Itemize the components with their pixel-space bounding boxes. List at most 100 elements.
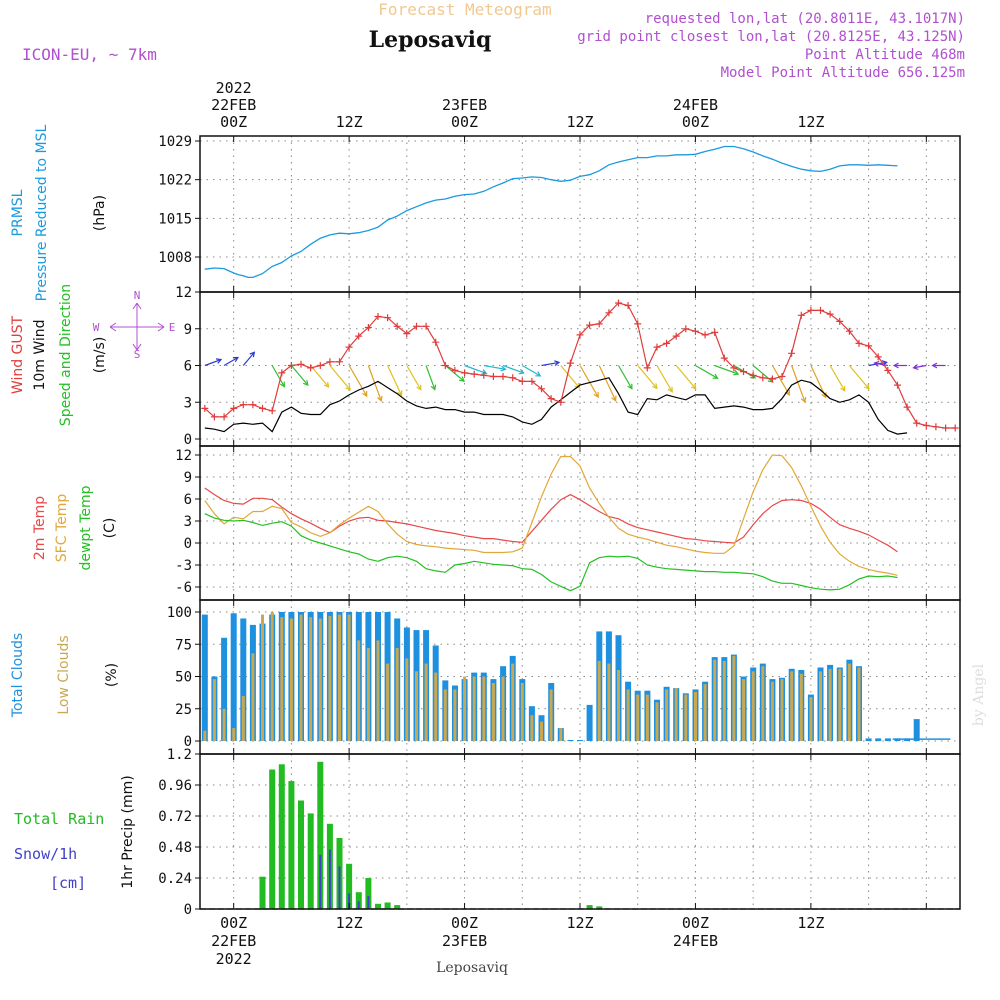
watermark: by Angel	[971, 663, 987, 726]
wind-arrow	[912, 364, 927, 370]
wind-gust-marker	[210, 413, 218, 421]
rain-bar	[586, 905, 593, 909]
low-cloud-bar	[328, 615, 332, 741]
y-tick-label: -6	[175, 580, 192, 596]
wind-gust-marker	[441, 362, 449, 369]
precip-axis-title: 1hr Precip (mm)	[120, 775, 136, 888]
low-cloud-bar	[241, 695, 245, 741]
rain-bar	[375, 903, 381, 909]
wind-gust-marker	[259, 404, 266, 412]
low-cloud-bar	[607, 663, 611, 741]
low-cloud-bar	[261, 614, 264, 741]
total-cloud-bar	[875, 738, 882, 741]
low-cloud-bar	[674, 688, 678, 741]
snow-bar	[348, 893, 351, 909]
wind-arrow-shaft	[560, 365, 580, 389]
time-label-top: 24FEB	[673, 96, 718, 114]
wind-gust-marker	[393, 322, 401, 330]
wind-arrow-shaft	[271, 365, 285, 387]
time-label-bottom: 23FEB	[442, 932, 487, 950]
wind-arrow-head	[249, 351, 256, 358]
low-cloud-bar	[722, 661, 726, 741]
wind-arrow-shaft	[204, 359, 222, 367]
wind-arrow	[637, 365, 658, 390]
snow-bar	[367, 896, 370, 909]
time-label-bottom: 22FEB	[211, 932, 256, 950]
wind-gust-marker	[855, 339, 863, 347]
total-cloud-bar	[240, 618, 247, 741]
low-cloud-bar	[540, 721, 543, 741]
wind-gust-marker	[566, 359, 574, 367]
low-cloud-bar	[222, 708, 226, 742]
wind-gust-marker	[845, 327, 853, 335]
wind-gust-marker	[374, 313, 382, 320]
time-label-top: 22FEB	[211, 96, 256, 114]
wind-gust-marker	[894, 381, 901, 389]
low-cloud-bar	[482, 676, 486, 741]
wind-arrow-shaft	[579, 365, 599, 398]
footer-location: Leposaviq	[436, 960, 508, 976]
wind-gust-marker	[249, 401, 257, 409]
time-label-bottom: 12Z	[336, 914, 363, 932]
wind-gust-marker	[691, 327, 699, 335]
wind-gust-marker	[730, 364, 738, 372]
wind-arrow-head	[593, 391, 599, 399]
rain-bar	[355, 892, 362, 909]
wind-arrow-shaft	[310, 365, 330, 388]
rain-bar	[288, 781, 295, 909]
wind-arrow-head	[627, 383, 633, 390]
wind-gust-marker	[326, 358, 334, 366]
wind-gust-marker	[817, 306, 824, 314]
snow-bar	[319, 854, 322, 910]
wind-gust-marker	[884, 366, 892, 374]
y-tick-label: 1022	[158, 173, 192, 189]
wind-gust-marker	[740, 368, 747, 376]
wind-arrow-head	[611, 395, 617, 402]
wind-arrow-head	[733, 369, 740, 376]
wind-gust-marker	[682, 325, 690, 333]
rain-bar	[346, 863, 353, 909]
wind-arrow-head	[430, 384, 437, 391]
wind-gust-marker	[913, 419, 921, 427]
wind-gust-marker	[778, 373, 786, 380]
wind-arrow-head	[667, 386, 673, 393]
low-cloud-bar	[828, 668, 832, 741]
wind-arrow-shaft	[406, 365, 422, 391]
snow-bar	[357, 901, 360, 910]
low-cloud-bar	[742, 679, 746, 741]
temp-2m-line	[204, 487, 898, 553]
pressure-label: Pressure Reduced to MSL	[34, 124, 50, 301]
low-cloud-bar	[713, 659, 717, 741]
wind-gust-marker	[336, 358, 343, 366]
wind-arrow	[464, 364, 488, 375]
wind-arrow-shaft	[425, 365, 436, 390]
low-cloud-bar	[819, 671, 822, 741]
wind-gust-marker	[220, 413, 228, 421]
low-cloud-bar	[751, 671, 755, 741]
wind-gust-marker	[268, 407, 276, 415]
rain-bar	[298, 800, 304, 909]
rain-bar	[384, 902, 391, 909]
wind-gust-marker	[711, 328, 719, 336]
wind-gust-marker	[489, 373, 497, 380]
compass-icon: N S W E	[93, 289, 176, 361]
wind-gust-marker	[480, 371, 488, 379]
low-cloud-bar	[617, 670, 620, 741]
low-cloud-bar	[203, 730, 207, 741]
y-tick-label: 0.96	[158, 778, 192, 794]
wind-gust-marker	[201, 404, 209, 412]
wind-gust-marker	[518, 377, 526, 385]
wind-arrow	[656, 365, 673, 393]
wind-gust-marker	[278, 369, 286, 377]
wind-gust-marker	[807, 306, 815, 314]
wind-arrow	[271, 365, 286, 388]
wind-arrow	[873, 360, 888, 367]
wind-gust-marker	[672, 332, 680, 340]
rain-bar	[394, 905, 401, 909]
low-cloud-bar	[847, 663, 851, 741]
low-cloud-bar	[530, 715, 534, 741]
wind-gust-marker	[643, 364, 651, 372]
low-cloud-bar	[549, 689, 553, 741]
low-cloud-bar	[280, 617, 284, 741]
y-tick-label: -3	[175, 558, 192, 574]
